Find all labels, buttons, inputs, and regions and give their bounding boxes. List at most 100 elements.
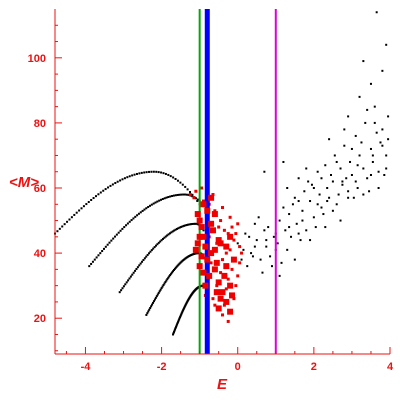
curve-1-point: [99, 191, 102, 194]
curve-2-point: [150, 203, 153, 206]
red-point-small: [230, 225, 234, 229]
curve-2-point: [97, 254, 100, 257]
curve-1-point: [157, 171, 160, 174]
curve-4-point: [152, 301, 155, 304]
curve-5-point: [175, 325, 178, 328]
black-point: [309, 200, 312, 203]
black-point: [293, 258, 296, 261]
x-tick-label: -4: [81, 361, 92, 373]
curve-3-point: [139, 262, 142, 265]
black-point: [263, 229, 266, 232]
curve-5-point: [179, 314, 182, 317]
black-point: [383, 173, 386, 176]
curve-1-point: [133, 173, 136, 176]
red-point-small: [226, 319, 230, 323]
red-point-small: [215, 241, 219, 245]
red-point-small: [211, 193, 215, 197]
red-point-small: [219, 219, 223, 223]
x-tick-label: -2: [157, 361, 167, 373]
black-point: [328, 196, 331, 199]
curve-4-point: [176, 264, 179, 267]
black-point: [286, 248, 289, 251]
black-point: [347, 115, 350, 118]
curve-2-point: [108, 241, 111, 244]
curve-5-point: [174, 328, 177, 331]
curve-1-point: [148, 170, 151, 173]
curve-3-point: [122, 285, 125, 288]
curve-1-point: [114, 182, 117, 185]
curve-4-point: [175, 265, 178, 268]
curve-4-point: [157, 291, 160, 294]
black-point: [387, 138, 390, 141]
black-point: [343, 128, 346, 131]
curve-2-point: [106, 243, 109, 246]
black-point: [329, 173, 332, 176]
curve-3-point: [168, 232, 171, 235]
curve-3-point: [184, 224, 187, 227]
curve-5-point: [173, 329, 176, 332]
curve-3-point: [171, 230, 174, 233]
y-tick-label: 60: [34, 183, 46, 195]
black-point: [369, 173, 372, 176]
curve-3-point: [141, 260, 144, 263]
curve-3-point: [164, 235, 167, 238]
black-point: [316, 170, 319, 173]
red-point-small: [221, 313, 224, 317]
black-point: [253, 222, 256, 225]
red-point-large: [219, 289, 226, 296]
black-point: [255, 239, 258, 242]
curve-2-point: [119, 229, 122, 232]
x-tick-label: 2: [311, 361, 317, 373]
black-point: [312, 216, 315, 219]
black-point: [269, 255, 272, 258]
curve-3-point: [181, 225, 184, 228]
black-point: [371, 154, 374, 157]
red-point-large: [227, 233, 234, 240]
curve-3-point: [131, 273, 134, 276]
black-point: [248, 235, 251, 238]
red-point-large: [229, 292, 236, 299]
curve-3-point: [178, 226, 181, 229]
curve-4-point: [145, 313, 148, 316]
curve-2-point: [112, 237, 115, 240]
red-point-small: [228, 215, 232, 219]
black-point: [339, 219, 342, 222]
black-point: [314, 226, 317, 229]
black-point: [301, 219, 304, 222]
black-point: [358, 154, 361, 157]
black-point: [356, 187, 359, 190]
red-point-small: [200, 186, 204, 190]
red-point-small: [228, 248, 232, 252]
black-point: [261, 271, 264, 274]
curve-5-point: [183, 305, 186, 308]
curve-1-point: [196, 199, 199, 202]
red-point-large: [211, 266, 218, 273]
black-point: [350, 147, 353, 150]
black-point: [282, 206, 285, 209]
black-point: [350, 173, 353, 176]
x-axis-title: E: [217, 376, 228, 393]
curve-2-point: [148, 204, 151, 207]
curve-3-point: [189, 223, 192, 226]
black-point: [326, 200, 329, 203]
curve-4-point: [150, 305, 153, 308]
curve-4-point: [153, 298, 156, 301]
red-point-large: [211, 246, 218, 253]
black-point: [362, 167, 365, 170]
red-point-large: [223, 243, 230, 250]
red-point-large: [200, 201, 207, 208]
curve-2-point: [185, 193, 188, 196]
red-point-small: [221, 258, 224, 262]
red-point-small: [217, 225, 221, 229]
red-point-small: [230, 267, 234, 271]
black-point: [301, 209, 304, 212]
red-point-small: [213, 209, 217, 213]
curve-1-point: [82, 205, 85, 208]
curve-3-point: [156, 243, 159, 246]
curve-3-point: [146, 253, 149, 256]
curve-4-point: [167, 276, 170, 279]
red-point-small: [188, 193, 192, 197]
black-point: [288, 226, 291, 229]
curve-3-point: [195, 222, 198, 225]
